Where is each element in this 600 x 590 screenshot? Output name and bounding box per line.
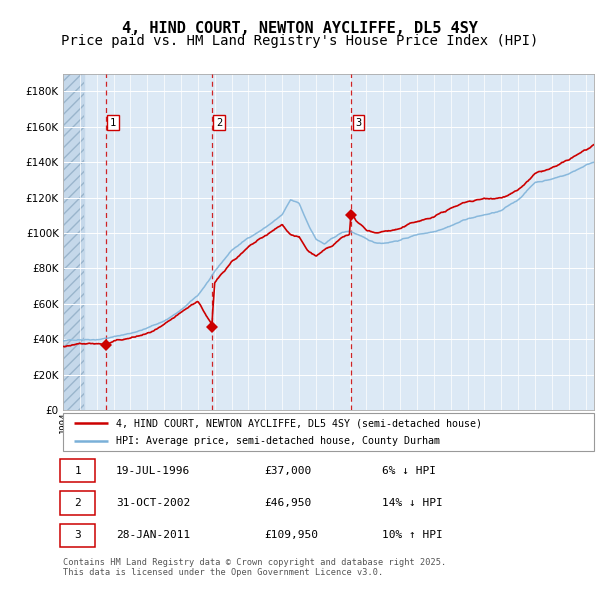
Text: 2: 2 bbox=[74, 498, 81, 508]
Text: Contains HM Land Registry data © Crown copyright and database right 2025.
This d: Contains HM Land Registry data © Crown c… bbox=[63, 558, 446, 577]
Text: HPI: Average price, semi-detached house, County Durham: HPI: Average price, semi-detached house,… bbox=[116, 436, 440, 446]
Bar bbox=[63, 74, 84, 410]
Text: £37,000: £37,000 bbox=[265, 466, 312, 476]
Text: 1: 1 bbox=[110, 117, 116, 127]
Bar bbox=[63, 74, 84, 410]
FancyBboxPatch shape bbox=[61, 458, 95, 483]
Text: 28-JAN-2011: 28-JAN-2011 bbox=[116, 530, 190, 540]
Text: 4, HIND COURT, NEWTON AYCLIFFE, DL5 4SY: 4, HIND COURT, NEWTON AYCLIFFE, DL5 4SY bbox=[122, 21, 478, 35]
Text: 2: 2 bbox=[216, 117, 223, 127]
Text: 6% ↓ HPI: 6% ↓ HPI bbox=[382, 466, 436, 476]
FancyBboxPatch shape bbox=[61, 523, 95, 548]
Text: 10% ↑ HPI: 10% ↑ HPI bbox=[382, 530, 442, 540]
Text: 14% ↓ HPI: 14% ↓ HPI bbox=[382, 498, 442, 508]
FancyBboxPatch shape bbox=[61, 491, 95, 515]
Text: £46,950: £46,950 bbox=[265, 498, 312, 508]
Text: Price paid vs. HM Land Registry's House Price Index (HPI): Price paid vs. HM Land Registry's House … bbox=[61, 34, 539, 48]
Text: 3: 3 bbox=[74, 530, 81, 540]
Text: 31-OCT-2002: 31-OCT-2002 bbox=[116, 498, 190, 508]
FancyBboxPatch shape bbox=[63, 413, 594, 451]
Text: 4, HIND COURT, NEWTON AYCLIFFE, DL5 4SY (semi-detached house): 4, HIND COURT, NEWTON AYCLIFFE, DL5 4SY … bbox=[116, 418, 482, 428]
Text: £109,950: £109,950 bbox=[265, 530, 319, 540]
Text: 19-JUL-1996: 19-JUL-1996 bbox=[116, 466, 190, 476]
Text: 3: 3 bbox=[355, 117, 361, 127]
Text: 1: 1 bbox=[74, 466, 81, 476]
